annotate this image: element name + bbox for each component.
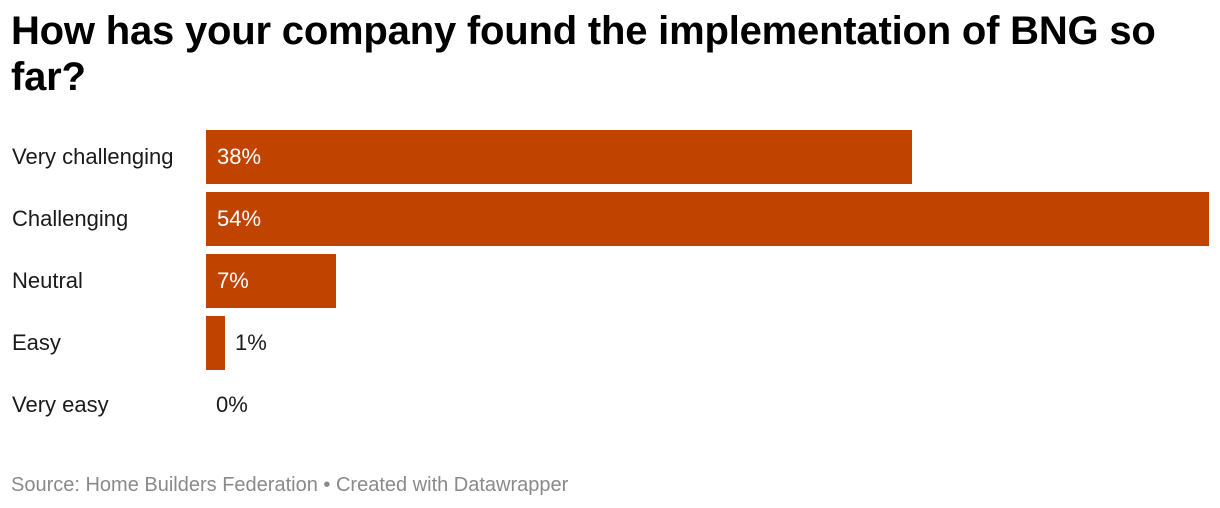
value-label: 54% [217,206,262,231]
bar-row: Very challenging 38% [0,130,1220,184]
bar-row: Neutral 7% [0,254,1220,308]
bar-row: Easy 1% [0,316,1220,370]
category-label: Easy [12,330,61,355]
value-label: 1% [235,330,267,355]
category-label: Challenging [12,206,129,231]
bar [206,316,225,370]
bar-row: Very easy 0% [0,378,1220,432]
source-note: Source: Home Builders Federation [11,474,318,496]
footer-separator: • [323,474,331,496]
value-label: 38% [217,144,262,169]
bar-row: Challenging 54% [0,192,1220,246]
category-label: Very challenging [12,144,174,169]
credit-link[interactable]: Created with Datawrapper [335,474,569,496]
bar [206,192,1209,246]
chart-footer: Source: Home Builders Federation • Creat… [11,472,568,498]
value-label: 7% [217,268,249,293]
category-label: Neutral [12,268,83,293]
category-label: Very easy [12,392,109,417]
bar [206,254,336,308]
bar [206,130,912,184]
chart-title: How has your company found the implement… [11,9,1156,99]
value-label: 0% [216,392,248,417]
